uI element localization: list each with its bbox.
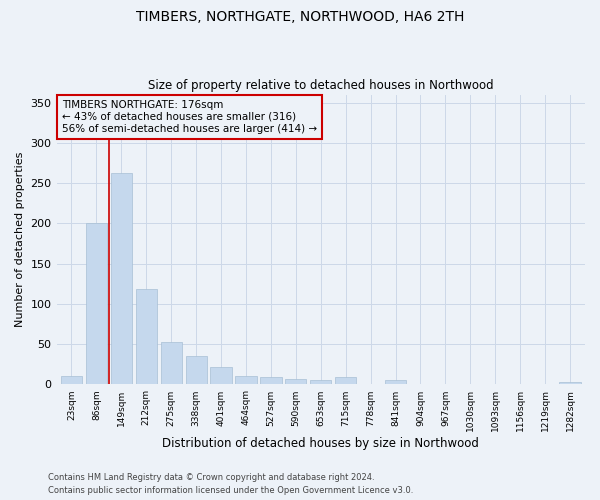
Bar	[161, 342, 182, 384]
Bar	[111, 174, 132, 384]
Bar	[310, 380, 331, 384]
Bar	[211, 366, 232, 384]
Bar	[385, 380, 406, 384]
Bar	[61, 376, 82, 384]
Bar	[86, 224, 107, 384]
Bar	[136, 290, 157, 384]
Title: Size of property relative to detached houses in Northwood: Size of property relative to detached ho…	[148, 79, 494, 92]
Text: TIMBERS NORTHGATE: 176sqm
← 43% of detached houses are smaller (316)
56% of semi: TIMBERS NORTHGATE: 176sqm ← 43% of detac…	[62, 100, 317, 134]
Text: TIMBERS, NORTHGATE, NORTHWOOD, HA6 2TH: TIMBERS, NORTHGATE, NORTHWOOD, HA6 2TH	[136, 10, 464, 24]
Bar	[559, 382, 581, 384]
X-axis label: Distribution of detached houses by size in Northwood: Distribution of detached houses by size …	[163, 437, 479, 450]
Bar	[185, 356, 207, 384]
Bar	[285, 379, 307, 384]
Bar	[260, 377, 281, 384]
Y-axis label: Number of detached properties: Number of detached properties	[15, 152, 25, 327]
Text: Contains HM Land Registry data © Crown copyright and database right 2024.
Contai: Contains HM Land Registry data © Crown c…	[48, 474, 413, 495]
Bar	[335, 377, 356, 384]
Bar	[235, 376, 257, 384]
